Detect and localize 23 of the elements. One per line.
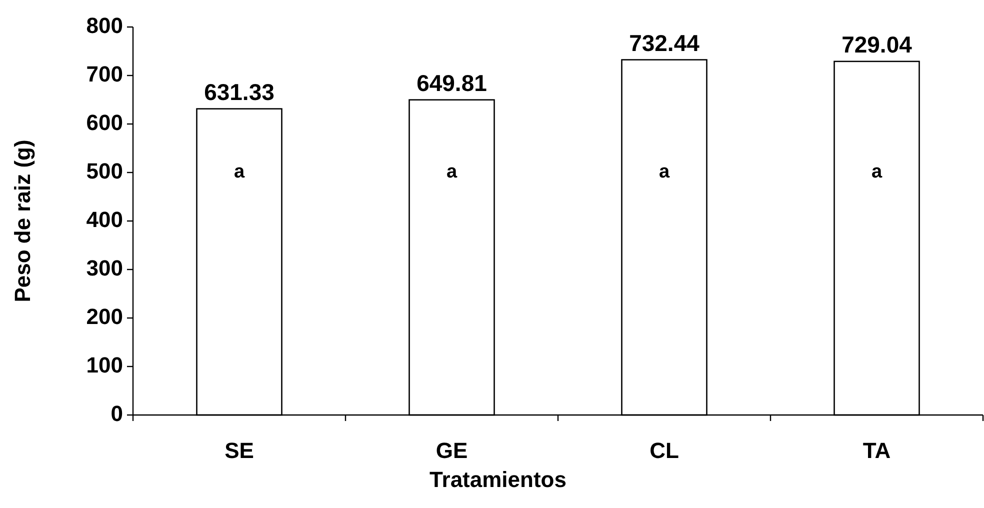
- x-tick-label: TA: [862, 438, 891, 463]
- annotation: a: [871, 162, 882, 183]
- annotation: a: [658, 162, 670, 183]
- data-label: 631.33: [204, 78, 274, 105]
- annotation: a: [234, 162, 245, 183]
- x-tick-label: SE: [224, 438, 254, 463]
- y-tick-label: 500: [86, 158, 123, 184]
- x-tick-label: CL: [650, 438, 679, 463]
- data-label: 649.81: [416, 70, 488, 96]
- data-label: 732.44: [629, 30, 700, 56]
- x-tick-label: GE: [436, 438, 468, 463]
- y-axis-title: Peso de raiz (g): [10, 140, 35, 302]
- y-tick-label: 700: [86, 61, 123, 86]
- data-label: 729.04: [842, 31, 912, 58]
- y-tick-label: 0: [110, 400, 123, 426]
- y-tick-label: 800: [86, 12, 123, 38]
- y-tick-label: 400: [86, 206, 123, 232]
- x-axis-title: Tratamientos: [430, 467, 566, 492]
- y-tick-label: 600: [86, 110, 123, 135]
- annotation: a: [446, 162, 458, 183]
- y-tick-label: 300: [86, 255, 123, 280]
- y-tick-label: 100: [86, 352, 123, 378]
- y-tick-label: 200: [86, 304, 123, 329]
